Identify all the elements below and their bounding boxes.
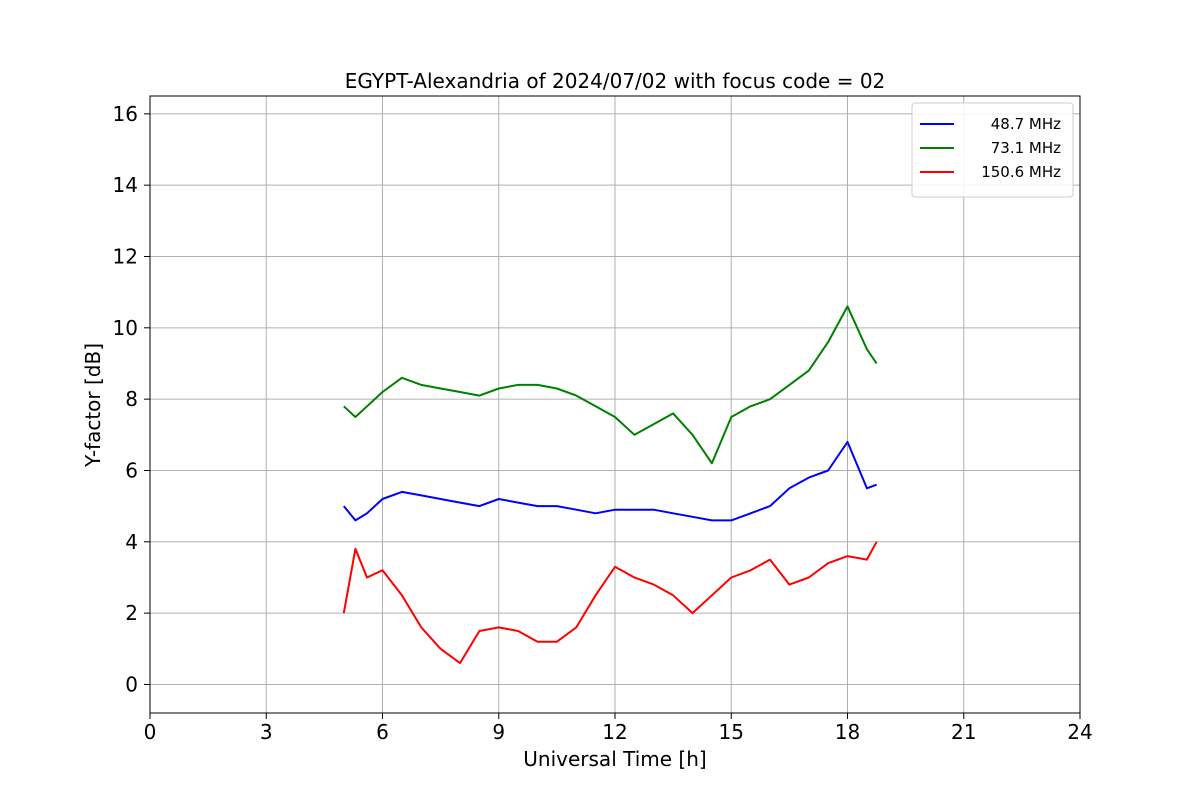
x-tick-label: 24 xyxy=(1067,720,1092,744)
y-tick-label: 8 xyxy=(125,387,138,411)
x-tick-label: 12 xyxy=(602,720,627,744)
y-tick-label: 16 xyxy=(113,102,138,126)
legend-label-2: 73.1 MHz xyxy=(991,139,1061,157)
x-tick-label: 18 xyxy=(835,720,860,744)
x-tick-label: 3 xyxy=(260,720,273,744)
y-tick-label: 10 xyxy=(113,316,138,340)
series-line-3 xyxy=(342,541,878,665)
y-axis: 0 2 4 6 8 10 12 14 16 xyxy=(113,102,150,696)
legend-box xyxy=(911,102,1074,198)
series-layer xyxy=(342,305,878,665)
x-axis: 0 3 6 9 12 15 18 21 24 xyxy=(144,713,1093,744)
y-tick-label: 12 xyxy=(113,244,138,268)
y-tick-label: 14 xyxy=(113,173,138,197)
series-line-2 xyxy=(343,305,878,465)
legend-label-1: 48.7 MHz xyxy=(991,115,1061,133)
y-axis-label: Y-factor [dB] xyxy=(81,343,105,468)
y-tick-label: 0 xyxy=(125,672,138,696)
x-tick-label: 21 xyxy=(951,720,976,744)
y-tick-label: 2 xyxy=(125,601,138,625)
y-tick-label: 6 xyxy=(125,458,138,482)
x-tick-label: 9 xyxy=(492,720,505,744)
x-tick-label: 15 xyxy=(719,720,744,744)
chart-title: EGYPT-Alexandria of 2024/07/02 with focu… xyxy=(345,69,886,93)
legend-label-3: 150.6 MHz xyxy=(981,163,1061,181)
series-line-1 xyxy=(343,440,877,522)
x-axis-label: Universal Time [h] xyxy=(523,747,706,771)
y-tick-label: 4 xyxy=(125,530,138,554)
x-tick-label: 0 xyxy=(144,720,157,744)
legend: 48.7 MHz 73.1 MHz 150.6 MHz xyxy=(911,102,1074,198)
x-tick-label: 6 xyxy=(376,720,389,744)
